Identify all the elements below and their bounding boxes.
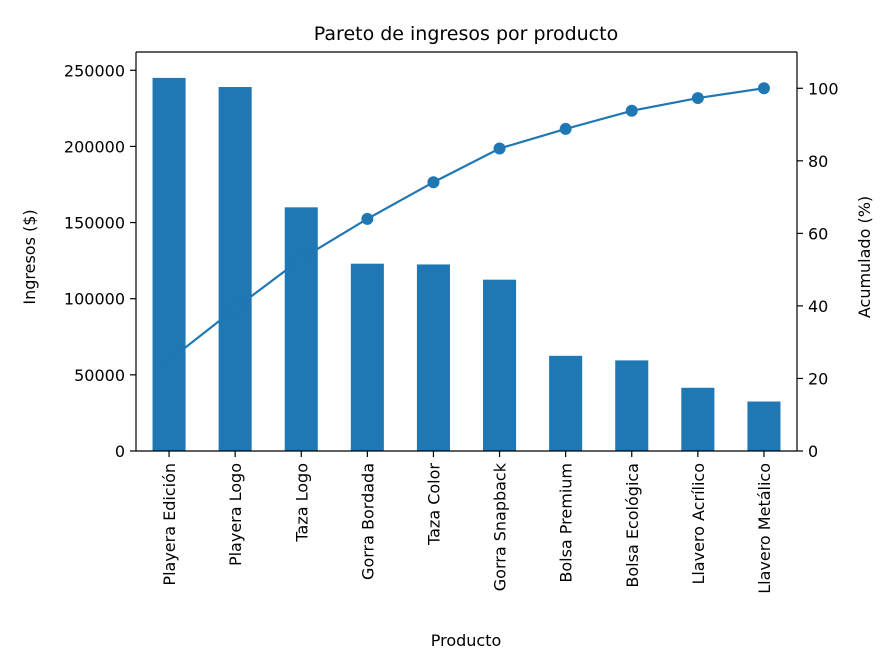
x-tick-label: Gorra Snapback: [491, 462, 510, 591]
x-tick-label: Gorra Bordada: [358, 463, 377, 580]
bar-series: [152, 77, 781, 451]
y-tick-label: 100000: [64, 290, 125, 309]
x-axis-title: Producto: [431, 631, 502, 650]
y2-tick-label: 60: [808, 224, 828, 243]
bar: [483, 279, 517, 451]
cumulative-line-series: [163, 82, 770, 367]
y2-tick-label: 80: [808, 152, 828, 171]
y2-tick-label: 100: [808, 79, 839, 98]
y-tick-label: 200000: [64, 137, 125, 156]
y2-tick-label: 20: [808, 369, 828, 388]
y2-axis-ticks: 0 20 40 60 80 100: [797, 79, 839, 461]
line-point: [691, 92, 704, 105]
line-point: [559, 122, 572, 135]
bar: [549, 355, 583, 451]
bar: [218, 87, 252, 451]
chart-title: Pareto de ingresos por producto: [314, 23, 618, 45]
y2-tick-label: 0: [808, 442, 818, 461]
y2-axis-title: Acumulado (%): [855, 196, 874, 318]
axes: [135, 51, 798, 452]
x-tick-label: Bolsa Ecológica: [623, 463, 642, 588]
x-tick-label: Playera Logo: [226, 463, 245, 566]
y-tick-label: 150000: [64, 214, 125, 233]
line-point: [229, 302, 242, 315]
bar: [350, 263, 384, 451]
y-axis-title: Ingresos ($): [20, 209, 39, 304]
line-point: [361, 212, 374, 225]
x-tick-label: Llavero Metálico: [755, 463, 774, 594]
line-point: [493, 142, 506, 155]
bar: [284, 207, 318, 451]
x-tick-label: Taza Logo: [292, 463, 311, 543]
x-tick-label: Taza Color: [424, 463, 443, 546]
cumulative-line: [168, 87, 765, 362]
y2-tick-label: 40: [808, 297, 828, 316]
y-axis-ticks: 0 50000 100000 150000 200000 250000: [64, 61, 136, 461]
line-point: [757, 82, 770, 95]
x-tick-label: Llavero Acrílico: [689, 463, 708, 585]
bar: [152, 77, 186, 451]
bar: [681, 387, 715, 451]
y-tick-label: 0: [115, 442, 125, 461]
y-tick-label: 250000: [64, 61, 125, 80]
line-point: [163, 354, 176, 367]
x-axis-ticks: Playera Edición Playera Logo Taza Logo Gorr…: [160, 451, 774, 594]
line-point: [427, 176, 440, 189]
y-tick-label: 50000: [74, 366, 125, 385]
x-tick-label: Playera Edición: [160, 463, 179, 586]
line-point: [295, 252, 308, 265]
bar: [615, 360, 649, 451]
x-tick-label: Bolsa Premium: [557, 463, 576, 583]
line-point: [625, 104, 638, 117]
bar: [747, 401, 781, 451]
bar: [416, 264, 450, 451]
